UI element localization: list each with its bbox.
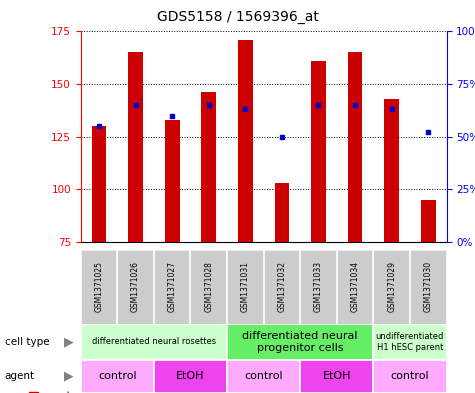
Text: differentiated neural rosettes: differentiated neural rosettes [92, 338, 216, 346]
Text: cell type: cell type [5, 337, 49, 347]
Bar [81, 250, 117, 324]
Bar [81, 360, 154, 393]
Bar [128, 52, 143, 242]
Text: control: control [244, 371, 283, 381]
Text: GSM1371028: GSM1371028 [204, 261, 213, 312]
Bar [190, 250, 227, 324]
Text: ▶: ▶ [64, 370, 74, 383]
Text: GSM1371026: GSM1371026 [131, 261, 140, 312]
Bar [311, 61, 326, 242]
Bar [227, 250, 264, 324]
Bar [227, 360, 300, 393]
Text: GDS5158 / 1569396_at: GDS5158 / 1569396_at [157, 10, 318, 24]
Text: ▶: ▶ [64, 335, 74, 349]
Bar [154, 360, 227, 393]
Bar [92, 126, 106, 242]
Text: GSM1371034: GSM1371034 [351, 261, 360, 312]
Text: differentiated neural
progenitor cells: differentiated neural progenitor cells [242, 331, 358, 353]
Bar [154, 250, 190, 324]
Text: control: control [98, 371, 137, 381]
Bar [300, 360, 373, 393]
Text: GSM1371027: GSM1371027 [168, 261, 177, 312]
Bar [227, 324, 373, 360]
Bar [348, 52, 362, 242]
Legend: count, percentile rank within the sample: count, percentile rank within the sample [28, 391, 208, 393]
Text: GSM1371025: GSM1371025 [95, 261, 104, 312]
Bar [373, 360, 446, 393]
Text: agent: agent [5, 371, 35, 381]
Text: EtOH: EtOH [323, 371, 351, 381]
Text: GSM1371029: GSM1371029 [387, 261, 396, 312]
Bar [238, 40, 253, 242]
Bar [410, 250, 446, 324]
Bar [81, 324, 227, 360]
Bar [337, 250, 373, 324]
Text: undifferentiated
H1 hESC parent: undifferentiated H1 hESC parent [376, 332, 444, 352]
Text: GSM1371030: GSM1371030 [424, 261, 433, 312]
Text: EtOH: EtOH [176, 371, 205, 381]
Bar [201, 92, 216, 242]
Bar [384, 99, 399, 242]
Bar [421, 200, 436, 242]
Bar [264, 250, 300, 324]
Bar [165, 120, 180, 242]
Text: control: control [390, 371, 429, 381]
Text: GSM1371031: GSM1371031 [241, 261, 250, 312]
Bar [275, 183, 289, 242]
Text: GSM1371033: GSM1371033 [314, 261, 323, 312]
Bar [117, 250, 154, 324]
Bar [300, 250, 337, 324]
Bar [373, 324, 446, 360]
Bar [373, 250, 410, 324]
Text: GSM1371032: GSM1371032 [277, 261, 286, 312]
